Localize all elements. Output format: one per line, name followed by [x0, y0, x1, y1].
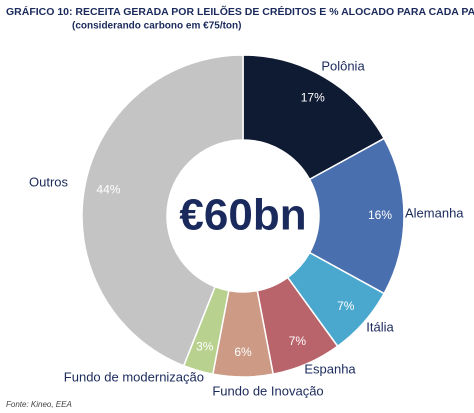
value-label: 44% — [96, 183, 120, 197]
value-label: 16% — [368, 208, 392, 222]
center-label: €60bn — [179, 191, 306, 240]
donut-slice — [308, 137, 405, 295]
category-label: Fundo de Inovação — [212, 383, 323, 398]
value-label: 6% — [234, 345, 252, 359]
value-label: 7% — [337, 299, 355, 313]
value-label: 7% — [289, 334, 307, 348]
category-label: Fundo de modernização — [64, 369, 204, 384]
donut-slice — [242, 54, 386, 181]
category-label: Outros — [29, 174, 69, 189]
category-label: Alemanha — [405, 205, 464, 220]
category-label: Polônia — [321, 58, 365, 73]
category-label: Espanha — [304, 361, 356, 376]
chart-subtitle: (considerando carbono em €75/ton) — [72, 21, 241, 32]
chart-title: GRÁFICO 10: RECEITA GERADA POR LEILÕES D… — [6, 5, 474, 18]
value-label: 17% — [301, 90, 325, 104]
value-label: 3% — [196, 340, 214, 354]
source: Fonte: Kineo, EEA — [6, 400, 72, 409]
donut-slice — [81, 54, 244, 367]
category-label: Itália — [366, 319, 394, 334]
